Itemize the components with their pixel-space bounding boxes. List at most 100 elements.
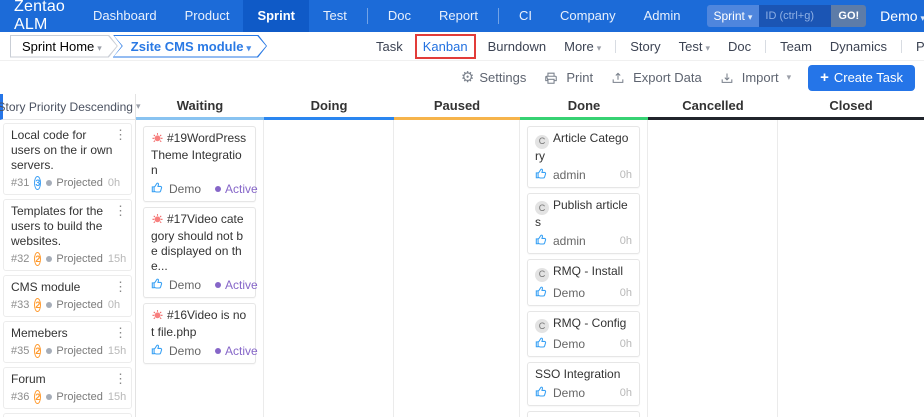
subnav-item-test[interactable]: Test ▾ <box>678 38 710 54</box>
main-area: Story Priority Descending ▾ Local code f… <box>0 94 924 417</box>
assignee-icon <box>151 277 164 293</box>
column-title: Paused <box>433 98 481 113</box>
topnav-item-doc[interactable]: Doc <box>387 8 411 23</box>
story-sort-dropdown[interactable]: Story Priority Descending ▾ <box>0 94 140 120</box>
story-item[interactable]: Templates for the users to build the web… <box>3 199 132 271</box>
kanban-card[interactable]: #19WordPress Theme Integration Demo Active <box>143 126 258 202</box>
nav-divider <box>765 39 767 53</box>
story-id: #36 <box>11 391 30 403</box>
chevron-down-icon: ▾ <box>705 42 710 53</box>
create-task-button[interactable]: + Create Task <box>808 64 915 91</box>
spent-hours: 0h <box>619 168 632 181</box>
subnav-item-burndown[interactable]: Burndown <box>487 38 547 54</box>
assignee-icon <box>535 167 548 183</box>
subnav-item-story[interactable]: Story <box>630 38 661 54</box>
story-item[interactable]: Forum ⋮ #36 2 Projected 15h <box>3 367 132 409</box>
topnav-item-report[interactable]: Report <box>438 8 478 23</box>
column-header-doing[interactable]: Doing <box>264 94 394 120</box>
story-item[interactable]: Advertising⋮#372Projected15h <box>3 413 132 417</box>
crumb-shape-inner <box>11 36 117 57</box>
topnav-item-product[interactable]: Product <box>184 8 230 23</box>
subnav-item-dynamics[interactable]: Dynamics <box>829 38 887 54</box>
story-item[interactable]: Local code for users on the ir own serve… <box>3 123 132 195</box>
story-item[interactable]: CMS module ⋮ #33 2 Projected 0h <box>3 275 132 317</box>
status-text: Projected <box>56 345 103 357</box>
search-input[interactable] <box>759 5 832 27</box>
kanban-card[interactable]: C RMQ - Install Demo 0h <box>527 259 640 306</box>
status-text: Projected <box>56 299 103 311</box>
card-title-row: C RMQ - Config <box>535 315 632 333</box>
card-title-text: #16Video is not file.php <box>151 308 247 339</box>
card-title-row: C Publish articles <box>535 198 632 231</box>
print-button[interactable]: Print <box>535 70 602 85</box>
status-text: Active <box>225 182 258 196</box>
card-meta-row: Demo 0h <box>535 336 632 352</box>
column-header-cancelled[interactable]: Cancelled <box>648 94 778 120</box>
status-dot-icon <box>46 348 53 354</box>
kebab-menu-icon[interactable]: ⋮ <box>114 203 127 218</box>
kanban-card[interactable]: C RMQ - Config Demo 0h <box>527 310 640 357</box>
subnav-item-product[interactable]: Product <box>915 38 924 54</box>
topnav-item-company[interactable]: Company <box>560 8 616 23</box>
story-item[interactable]: Memebers ⋮ #35 2 Projected 15h <box>3 321 132 363</box>
spent-hours: 0h <box>619 387 632 399</box>
subnav-item-more[interactable]: More ▾ <box>564 38 602 54</box>
topnav-item-ci[interactable]: CI <box>519 8 532 23</box>
kebab-menu-icon[interactable]: ⋮ <box>114 325 127 340</box>
subnav-item-task[interactable]: Task <box>376 38 403 54</box>
import-icon <box>720 71 734 85</box>
user-menu[interactable]: Demo ▾ <box>880 8 924 24</box>
topnav-item-test[interactable]: Test <box>323 8 347 23</box>
kanban-card[interactable]: #18Color of an article title can't be se… <box>527 411 640 417</box>
kanban-card[interactable]: C Publish articles admin 0h <box>527 192 640 254</box>
kebab-menu-icon[interactable]: ⋮ <box>114 371 127 386</box>
assignee-name: Demo <box>169 278 202 292</box>
gear-icon: ⚙ <box>460 69 475 86</box>
breadcrumb-zsite-cms-module[interactable]: Zsite CMS module ▾ <box>113 35 267 58</box>
subnav-item-team[interactable]: Team <box>780 38 812 54</box>
topnav-item-sprint[interactable]: Sprint <box>243 0 309 32</box>
kanban-card[interactable]: C Article Category admin 0h <box>527 126 640 188</box>
bug-icon <box>151 308 164 325</box>
subnav-item-doc[interactable]: Doc <box>727 38 752 54</box>
topnav-item-admin[interactable]: Admin <box>643 8 681 23</box>
card-title-text: #19WordPress Theme Integration <box>151 131 247 177</box>
go-button[interactable]: GO! <box>831 5 867 27</box>
app-brand[interactable]: Zentao ALM <box>14 0 66 33</box>
search-module-label: Sprint <box>713 9 745 23</box>
card-meta-row: admin 0h <box>535 233 632 249</box>
create-task-label: Create Task <box>833 70 903 85</box>
chevron-down-icon: ▾ <box>246 42 251 53</box>
status-label: Active <box>215 278 258 292</box>
kanban-card[interactable]: #16Video is not file.php Demo Active <box>143 303 258 364</box>
kanban-card[interactable]: SSO Integration Demo 0h <box>527 362 640 406</box>
story-meta: #32 2 Projected 15h <box>11 252 126 266</box>
export-data-button[interactable]: Export Data <box>602 70 711 85</box>
column-header-paused[interactable]: Paused <box>394 94 520 120</box>
kanban-card[interactable]: #17Video category should not be displaye… <box>143 207 258 298</box>
status-text: Active <box>225 344 258 358</box>
import-button[interactable]: Import ▾ <box>711 70 800 85</box>
status-dot-icon <box>46 256 53 262</box>
user-name: Demo <box>880 8 918 24</box>
print-label: Print <box>566 70 594 85</box>
column-header-done[interactable]: Done <box>520 94 648 120</box>
kebab-menu-icon[interactable]: ⋮ <box>114 279 127 294</box>
card-title-text: RMQ - Config <box>553 315 627 330</box>
story-meta: #36 2 Projected 15h <box>11 390 126 404</box>
kanban-board: Waiting Doing Paused Done Cancelled Closed #1… <box>136 94 924 417</box>
bug-icon <box>151 212 164 229</box>
topnav-item-dashboard[interactable]: Dashboard <box>93 8 157 23</box>
breadcrumb-sprint-home[interactable]: Sprint Home ▾ <box>10 35 118 58</box>
kebab-menu-icon[interactable]: ⋮ <box>114 127 127 142</box>
column-header-closed[interactable]: Closed <box>778 94 924 120</box>
card-title-row: SSO Integration <box>535 367 632 382</box>
card-meta-row: Demo 0h <box>535 285 632 301</box>
card-meta-row: Demo Active <box>151 343 258 359</box>
column-header-waiting[interactable]: Waiting <box>136 94 264 120</box>
search-module-select[interactable]: Sprint ▾ <box>706 5 760 27</box>
column-done: C Article Category admin 0h C Publish article… <box>520 120 648 417</box>
settings-button[interactable]: ⚙ Settings <box>452 70 535 85</box>
subnav-item-kanban[interactable]: Kanban <box>414 33 476 59</box>
card-title-row: C Article Category <box>535 131 632 164</box>
